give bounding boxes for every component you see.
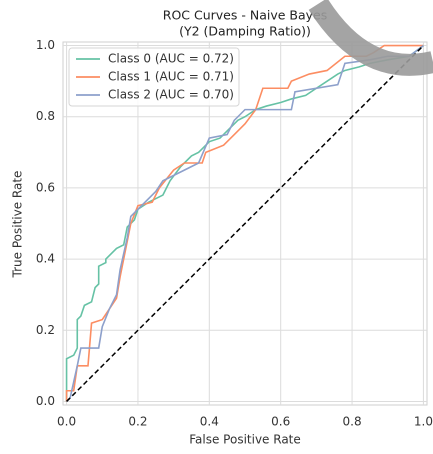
roc-line [65,44,424,402]
legend: Class 0 (AUC = 0.72) Class 1 (AUC = 0.71)… [68,47,240,107]
reference-line [66,45,424,402]
y-tick-label: 0.4 [36,252,55,266]
y-tick-label: 1.0 [36,38,55,52]
roc-line [66,44,424,403]
roc-line [65,44,424,402]
y-axis-label: True Positive Rate [11,171,25,279]
legend-label: Class 0 (AUC = 0.72) [108,52,234,66]
chart-title: ROC Curves - Naive Bayes [163,8,327,23]
lines [65,44,424,403]
chart-title: (Y2 (Damping Ratio)) [179,24,311,39]
overlay-arc [308,0,433,76]
y-tick-label: 0.2 [36,323,55,337]
legend-box [68,47,240,107]
y-tick-label: 0.8 [36,109,55,123]
x-tick-label: 0.8 [343,415,362,429]
x-tick-label: 1.0 [414,415,433,429]
y-tick-label: 0.0 [36,394,55,408]
x-tick-label: 0.4 [200,415,219,429]
x-tick-label: 0.2 [128,415,147,429]
x-tick-label: 0.0 [57,415,76,429]
legend-label: Class 2 (AUC = 0.70) [108,88,234,102]
y-tick-label: 0.6 [36,180,55,194]
x-axis-label: False Positive Rate [189,433,301,447]
x-tick-label: 0.6 [271,415,290,429]
legend-label: Class 1 (AUC = 0.71) [108,70,234,84]
